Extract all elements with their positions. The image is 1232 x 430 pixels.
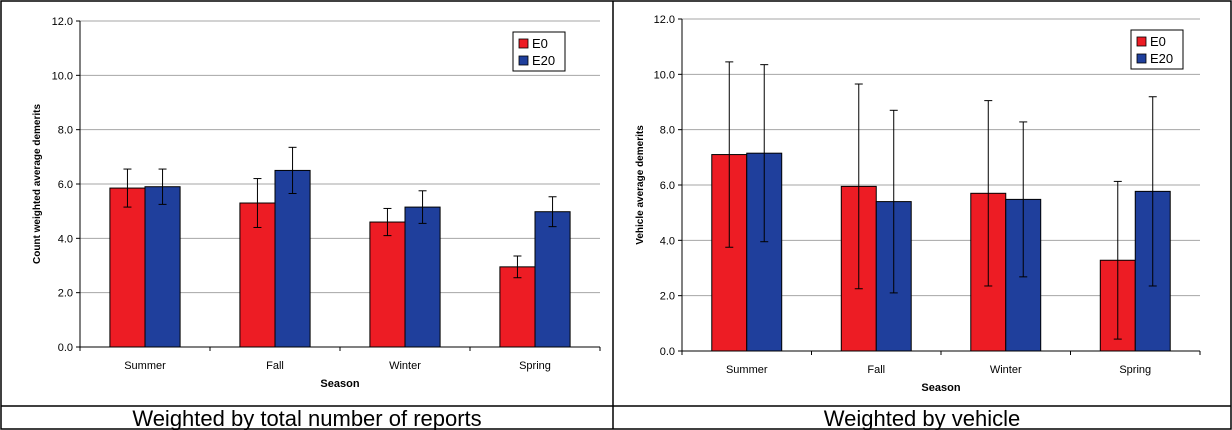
x-axis-title: Season (320, 378, 359, 390)
legend-label-e0: E0 (1150, 34, 1166, 49)
legend-swatch-e0 (518, 38, 529, 49)
y-tick-label: 12.0 (52, 16, 73, 28)
y-tick-label: 6.0 (58, 179, 73, 191)
chart-count-weighted: 0.0 2.0 4.0 6.0 8.0 10.0 12.0 Summer Fall Winter S… (32, 16, 601, 390)
legend-label-e20: E20 (532, 53, 555, 68)
x-tick-label: Summer (726, 364, 768, 376)
y-tick-label: 8.0 (58, 125, 73, 137)
legend-swatch-e0 (1136, 36, 1147, 47)
x-tick-label: Fall (266, 360, 284, 372)
y-tick-label: 4.0 (58, 233, 73, 245)
y-axis-title: Vehicle average demerits (635, 125, 646, 245)
y-tick-label: 4.0 (660, 235, 675, 247)
y-tick-label: 12.0 (654, 14, 675, 26)
y-tick-label: 10.0 (52, 70, 73, 82)
x-tick-label: Winter (990, 364, 1022, 376)
x-tick-label: Fall (867, 364, 885, 376)
bar-e20-summer (144, 186, 181, 348)
y-axis-title: Count weighted average demerits (32, 104, 43, 264)
legend-label-e0: E0 (532, 36, 548, 51)
bar-e0-summer (109, 187, 146, 348)
y-tick-label: 2.0 (660, 291, 675, 303)
y-tick-label: 2.0 (58, 288, 73, 300)
x-tick-label: Winter (389, 360, 421, 372)
x-tick-label: Spring (519, 360, 551, 372)
caption-left: Weighted by total number of reports (132, 406, 481, 430)
x-tick-label: Summer (124, 360, 166, 372)
y-tick-label: 0.0 (660, 346, 675, 358)
y-tick-label: 10.0 (654, 69, 675, 81)
y-tick-label: 8.0 (660, 125, 675, 137)
bar-e0-winter (369, 221, 406, 348)
legend-label-e20: E20 (1150, 51, 1173, 66)
legend-swatch-e20 (518, 55, 529, 66)
x-tick-label: Spring (1119, 364, 1151, 376)
chart-vehicle-weighted: 0.0 2.0 4.0 6.0 8.0 10.0 12.0 Summer Fall Winter S… (635, 14, 1201, 394)
y-tick-label: 6.0 (660, 180, 675, 192)
caption-right: Weighted by vehicle (824, 406, 1021, 430)
bar-e20-spring (534, 211, 571, 348)
legend-swatch-e20 (1136, 53, 1147, 64)
bar-e20-fall (274, 169, 311, 348)
bar-e0-spring (499, 266, 536, 348)
y-tick-label: 0.0 (58, 342, 73, 354)
x-axis-title: Season (921, 382, 960, 394)
bar-e20-winter (404, 206, 441, 348)
